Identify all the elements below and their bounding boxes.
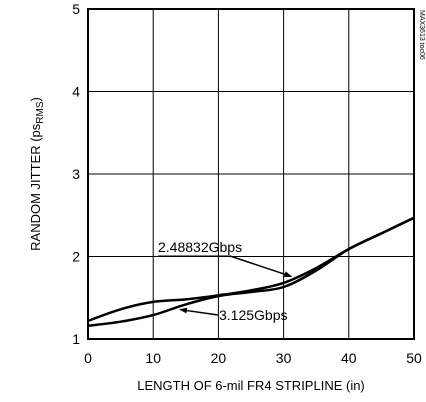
x-tick-label: 20 — [211, 350, 227, 366]
series-lines — [87, 216, 415, 328]
annotation-arrow — [229, 255, 293, 278]
y-axis-label-close: ) — [28, 97, 43, 101]
series-line-1 — [87, 216, 415, 323]
x-axis-label: LENGTH OF 6-mil FR4 STRIPLINE (in) — [137, 378, 365, 393]
x-tick-label: 40 — [341, 350, 357, 366]
series-annotation-label: 2.48832Gbps — [158, 239, 242, 255]
x-tick-label: 50 — [406, 350, 422, 366]
y-axis-label-main: RANDOM JITTER (ps — [28, 123, 43, 251]
x-tick-label: 10 — [145, 350, 161, 366]
y-axis-label-sub: RMS — [35, 101, 46, 124]
series-line-2 — [87, 216, 415, 328]
y-tick-label: 1 — [72, 331, 80, 347]
tick-labels: 0 10 20 30 40 50 1 2 3 4 5 — [72, 1, 422, 366]
y-tick-label: 2 — [72, 249, 80, 265]
series-annotation-label: 3.125Gbps — [219, 307, 288, 323]
x-tick-label: 30 — [276, 350, 292, 366]
annotations: 2.48832Gbps 3.125Gbps — [158, 239, 293, 323]
y-tick-label: 4 — [72, 84, 80, 100]
figure-id: MAX3613 toc06 — [418, 10, 425, 60]
y-axis-label: RANDOM JITTER (psRMS) — [28, 97, 46, 251]
annotation-arrow — [179, 307, 219, 316]
y-tick-label: 5 — [72, 1, 80, 17]
x-tick-label: 0 — [84, 350, 92, 366]
y-tick-label: 3 — [72, 166, 80, 182]
plot-frame — [87, 8, 415, 340]
